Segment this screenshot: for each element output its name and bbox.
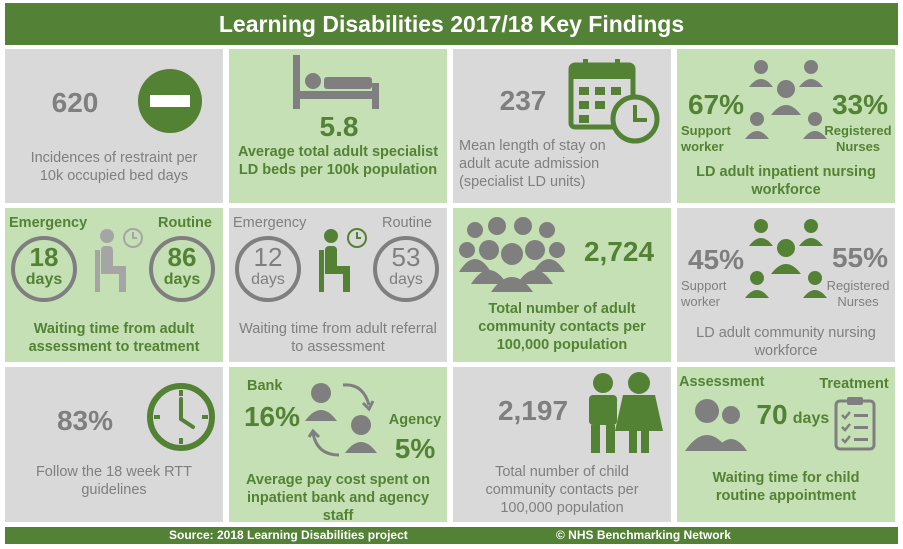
child-contacts-label: Total number of child community contacts… <box>485 464 639 517</box>
footer-source: Source: 2018 Learning Disabilities proje… <box>169 528 408 542</box>
children-icon <box>589 372 663 453</box>
wait-assessment-emergency-value: 12 <box>253 242 283 272</box>
wait-treatment-routine-unit: days <box>163 271 201 288</box>
seated-clock-icon <box>95 228 143 292</box>
wait-treatment-routine-value: 86 <box>167 242 197 272</box>
no-entry-icon <box>138 69 202 133</box>
child-wait-tile: Assessment Treatment 70 days Waiting tim… <box>677 367 895 522</box>
inpatient-nurse-pct: 33% <box>831 89 889 120</box>
consultation-icon <box>685 399 747 451</box>
wait-assessment-emergency-circle: 12 days <box>235 236 301 302</box>
pay-label: Average pay cost spent on inpatient bank… <box>246 472 430 525</box>
child-contacts-value: 2,197 <box>497 395 569 426</box>
wait-treatment-routine-circle: 86 days <box>149 236 215 302</box>
inpatient-workforce-tile: 67% 33% Support worker Registered Nurses… <box>677 49 895 203</box>
wait-treatment-label: Waiting time from adult assessment to tr… <box>28 321 200 356</box>
child-contacts-tile: 2,197 Total number of child community co… <box>453 367 671 522</box>
seated-clock-icon <box>319 228 367 292</box>
pay-agency-label: Agency <box>388 412 442 428</box>
wait-treatment-routine-label: Routine <box>158 215 212 231</box>
footer-copyright: © NHS Benchmarking Network <box>556 528 731 542</box>
clipboard-checklist-icon <box>834 397 876 451</box>
inpatient-workforce-label: LD adult inpatient nursing workforce <box>696 164 876 199</box>
restraint-value: 620 <box>51 87 99 118</box>
staff-group-icon <box>745 219 827 298</box>
footer: Source: 2018 Learning Disabilities proje… <box>5 527 898 544</box>
wait-assessment-label: Waiting time from adult referral to asse… <box>239 321 437 356</box>
child-wait-unit: days <box>792 410 830 427</box>
community-contacts-tile: 2,724 Total number of adult community co… <box>453 208 671 362</box>
wait-assessment-routine-unit: days <box>389 271 423 288</box>
page-title: Learning Disabilities 2017/18 Key Findin… <box>5 3 898 45</box>
inpatient-support-label: Support worker <box>681 123 731 155</box>
stay-tile: 237 Mean length of stay on adult acute a… <box>453 49 671 203</box>
rtt-tile: 83% Follow the 18 week RTT guidelines <box>5 367 223 522</box>
beds-tile: 5.8 Average total adult specialist LD be… <box>229 49 447 203</box>
wait-assessment-emergency-unit: days <box>251 271 285 288</box>
community-nurse-pct: 55% <box>831 242 889 273</box>
inpatient-nurse-label: Registered Nurses <box>824 123 892 155</box>
rtt-value: 83% <box>56 405 114 436</box>
community-support-label: Support worker <box>681 278 727 310</box>
wait-treatment-emergency-unit: days <box>25 271 63 288</box>
wait-assessment-routine-value: 53 <box>391 242 421 272</box>
child-wait-label: Waiting time for child routine appointme… <box>712 470 860 505</box>
beds-label: Average total adult specialist LD beds p… <box>237 144 439 179</box>
wait-treatment-emergency-circle: 18 days <box>11 236 77 302</box>
community-nurse-label: Registered Nurses <box>826 278 890 310</box>
pay-agency-value: 5% <box>394 433 436 464</box>
staff-group-icon <box>745 60 827 139</box>
pay-bank-label: Bank <box>247 378 283 394</box>
staff-exchange-icon <box>305 383 377 457</box>
rtt-label: Follow the 18 week RTT guidelines <box>35 464 193 499</box>
wait-assessment-routine-label: Routine <box>382 215 432 231</box>
child-wait-assessment-label: Assessment <box>679 374 765 390</box>
wait-treatment-tile: Emergency Routine 18 days 86 days Waitin… <box>5 208 223 362</box>
beds-value: 5.8 <box>319 111 359 142</box>
restraint-tile: 620 Incidences of restraint per 10k occu… <box>5 49 223 203</box>
community-workforce-label: LD adult community nursing workforce <box>696 325 876 360</box>
wait-assessment-emergency-label: Emergency <box>233 215 307 231</box>
stay-label: Mean length of stay on adult acute admis… <box>459 138 606 191</box>
community-workforce-tile: 45% 55% Support worker Registered Nurses… <box>677 208 895 362</box>
wait-assessment-routine-circle: 53 days <box>373 236 439 302</box>
wait-assessment-tile: Emergency Routine 12 days 53 days Waitin… <box>229 208 447 362</box>
community-contacts-label: Total number of adult community contacts… <box>478 301 646 354</box>
clock-icon <box>147 383 215 451</box>
stay-value: 237 <box>499 85 547 116</box>
child-wait-treatment-label: Treatment <box>819 376 889 392</box>
community-support-pct: 45% <box>687 244 745 275</box>
wait-treatment-emergency-value: 18 <box>29 242 59 272</box>
inpatient-support-pct: 67% <box>687 89 745 120</box>
restraint-label: Incidences of restraint per 10k occupied… <box>30 150 198 185</box>
wait-treatment-emergency-label: Emergency <box>9 215 88 231</box>
bed-icon <box>293 55 379 109</box>
pay-tile: Bank 16% Agency 5% Average pay cost spen… <box>229 367 447 525</box>
calendar-clock-icon <box>568 59 660 144</box>
child-wait-value: 70 <box>756 399 788 430</box>
community-contacts-value: 2,724 <box>583 236 655 267</box>
pay-bank-value: 16% <box>243 401 301 432</box>
crowd-icon <box>459 217 565 292</box>
